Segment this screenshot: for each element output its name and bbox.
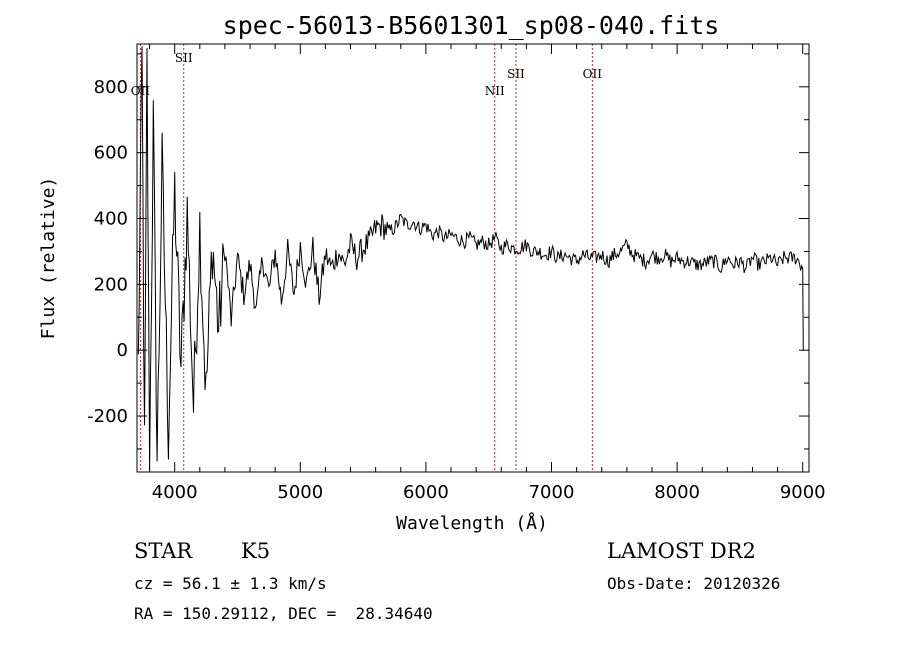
- y-axis-label: Flux (relative): [38, 177, 59, 340]
- emission-label-oii: OII: [131, 84, 151, 98]
- x-tick-label: 9000: [780, 482, 826, 503]
- axis-ticks: 4000 5000 6000 7000 8000 9000 -200 0 200 400 600 80…: [87, 44, 826, 503]
- x-tick-label: 4000: [152, 482, 198, 503]
- x-tick-label: 7000: [529, 482, 575, 503]
- emission-label-oii: OII: [583, 67, 603, 81]
- x-tick-label: 5000: [277, 482, 323, 503]
- observation-date: Obs-Date: 20120326: [607, 574, 781, 593]
- y-tick-label: 600: [94, 143, 128, 164]
- survey-name: LAMOST DR2: [607, 539, 756, 563]
- x-tick-label: 6000: [403, 482, 449, 503]
- series-group: [137, 46, 804, 473]
- chart-title: spec-56013-B5601301_sp08-040.fits: [223, 11, 720, 40]
- y-tick-label: 800: [94, 77, 128, 98]
- emission-label-nii: NII: [485, 84, 505, 98]
- object-subclass: K5: [241, 539, 271, 563]
- y-tick-label: -200: [87, 406, 128, 427]
- x-axis-label: Wavelength (Å): [396, 512, 548, 534]
- y-tick-label: 0: [117, 340, 128, 361]
- coordinates: RA = 150.29112, DEC = 28.34640: [134, 604, 433, 623]
- y-tick-label: 200: [94, 274, 128, 295]
- plot-frame: [136, 43, 810, 473]
- emission-label-sii: SII: [507, 67, 525, 81]
- object-class: STAR: [134, 539, 193, 563]
- x-tick-label: 8000: [654, 482, 700, 503]
- spectrum-line-spectrum: [137, 46, 804, 473]
- redshift-value: cz = 56.1 ± 1.3 km/s: [134, 574, 327, 593]
- emission-label-sii: SII: [175, 51, 193, 65]
- y-tick-label: 400: [94, 208, 128, 229]
